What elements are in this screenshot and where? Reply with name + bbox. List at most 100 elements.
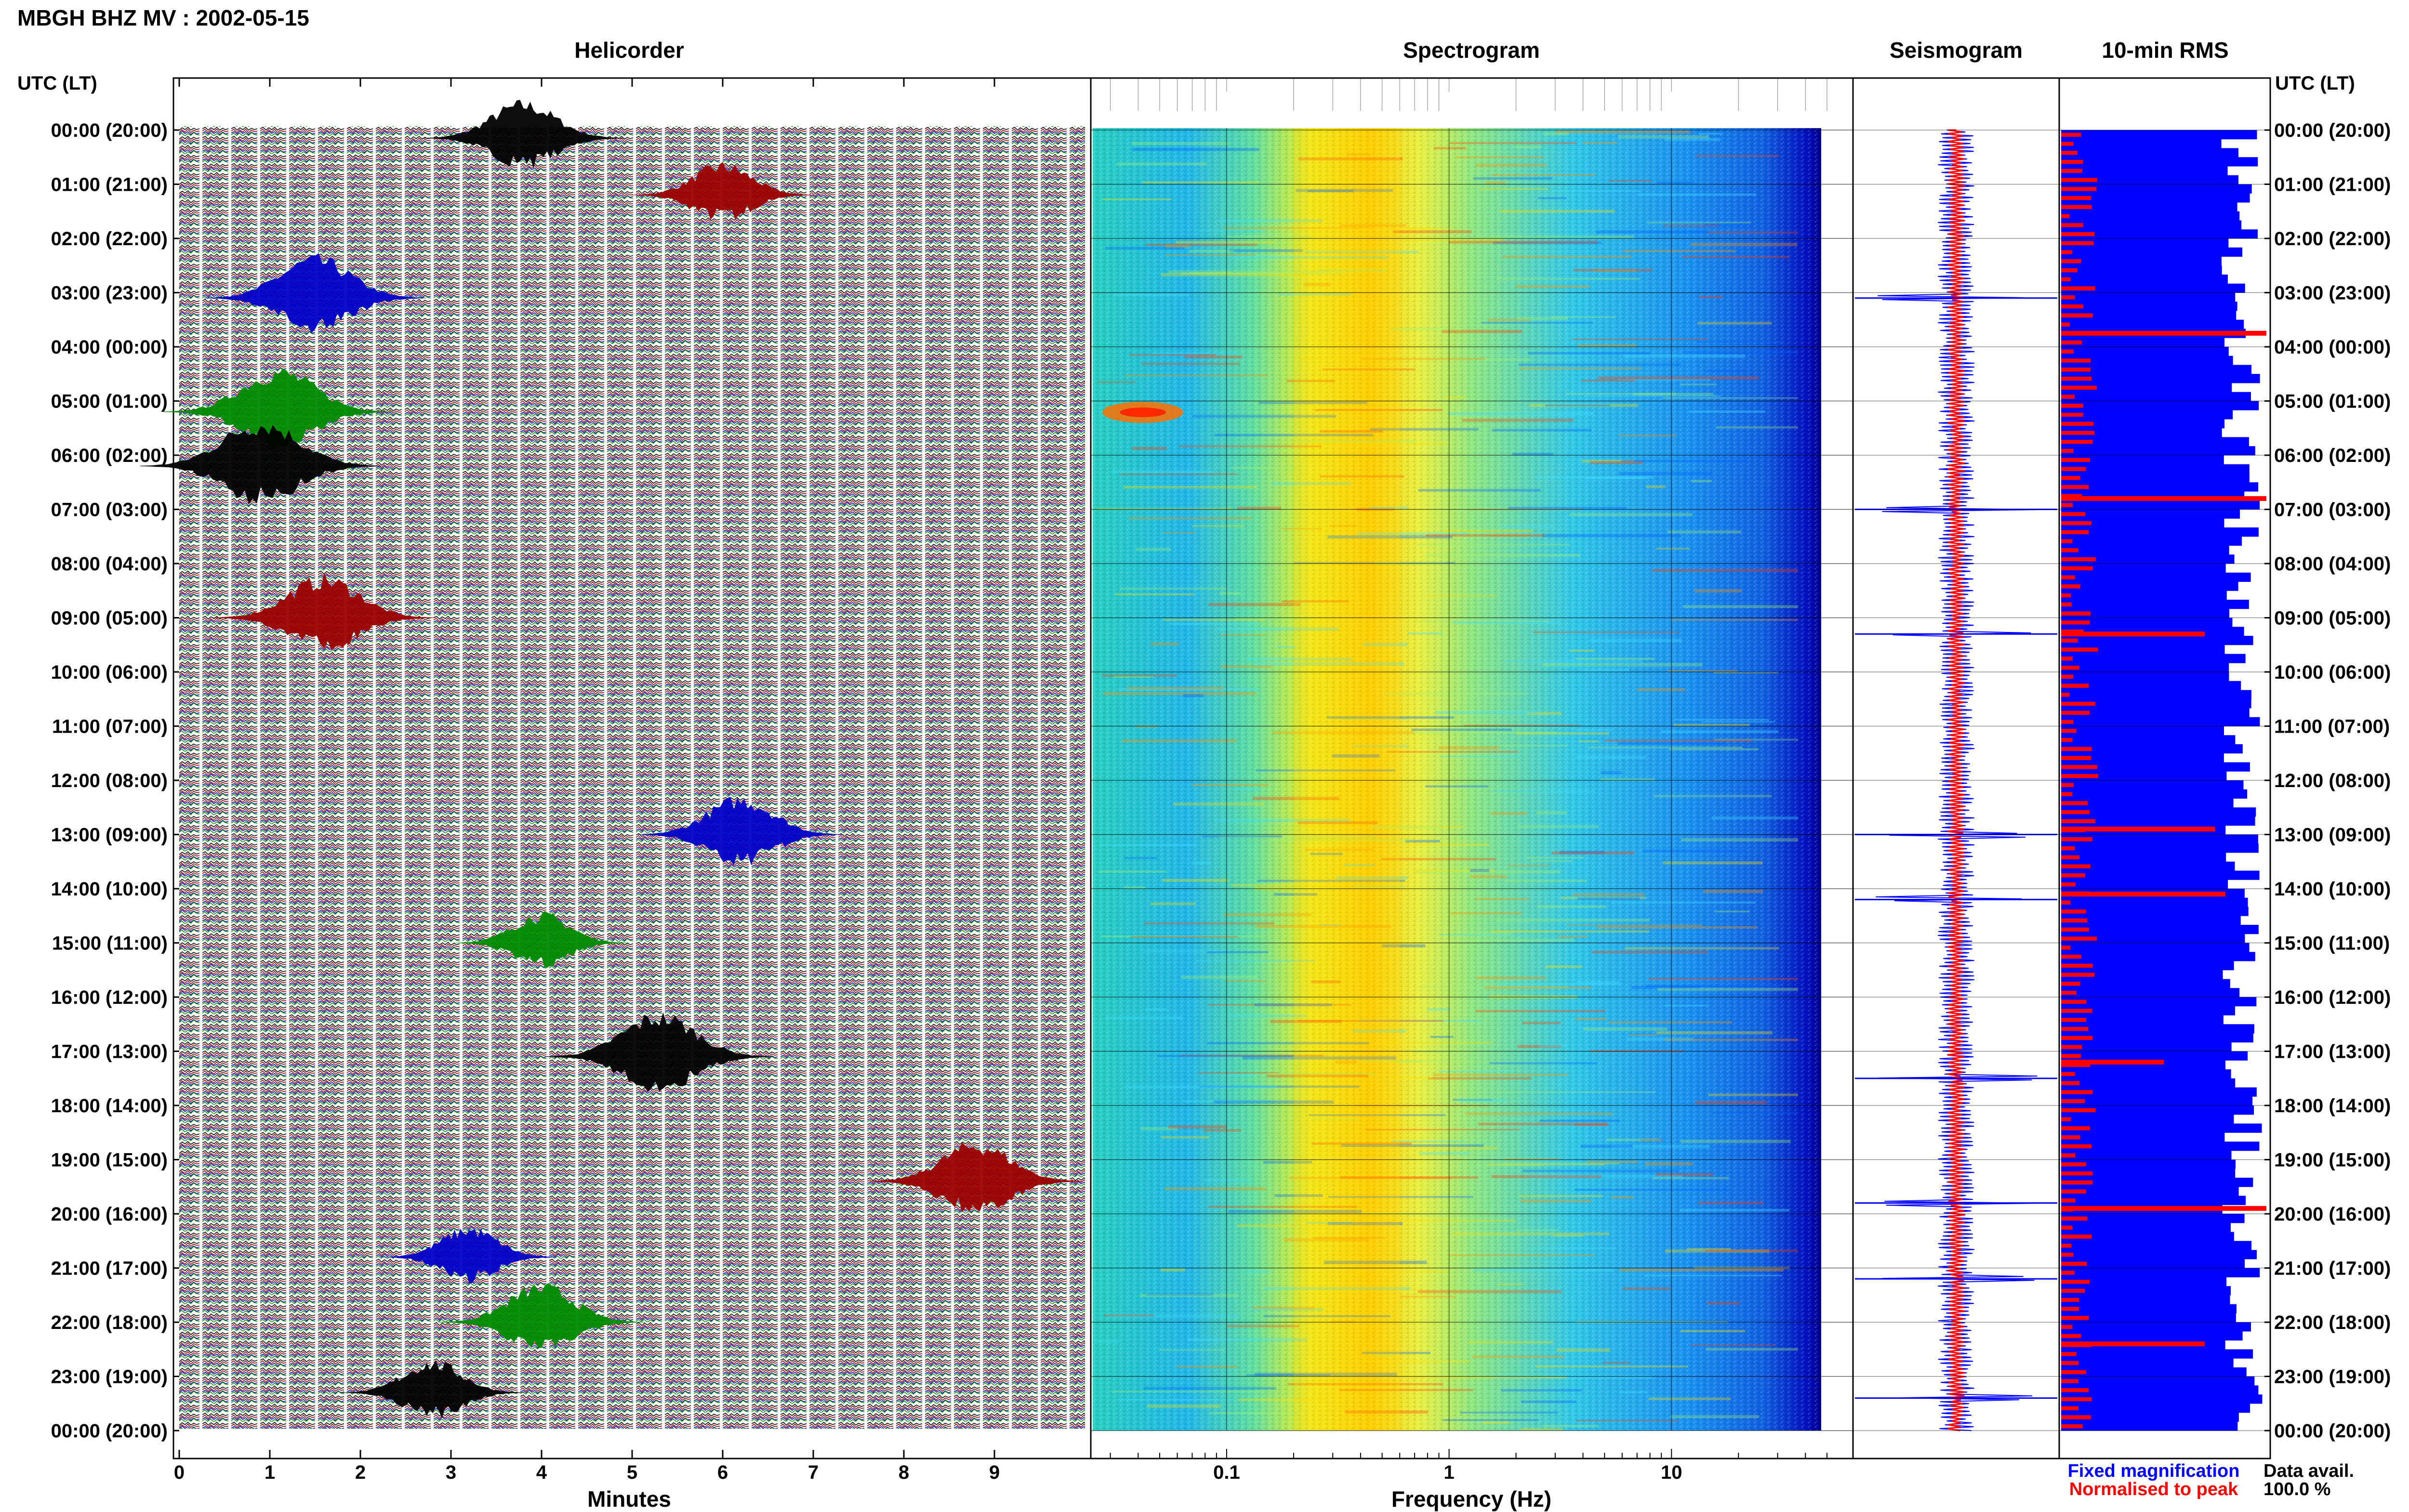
- spectrogram-streak: [1649, 1397, 1731, 1400]
- spectrogram-streak: [1474, 898, 1530, 900]
- spectrogram-streak: [1107, 1314, 1240, 1317]
- spectrogram-streak: [1556, 1348, 1610, 1352]
- helicorder-tick-label: 8: [899, 1462, 909, 1483]
- spectrogram-streak: [1575, 729, 1613, 731]
- rms-fixed-bar: [2061, 717, 2260, 726]
- rms-fixed-bar: [2061, 1214, 2245, 1223]
- spectrogram-streak: [1588, 747, 1743, 749]
- spectrogram-streak: [1181, 273, 1345, 275]
- rms-normalised-bar: [2061, 710, 2090, 715]
- spectrogram-streak: [1111, 470, 1214, 473]
- spectrogram-streak: [1141, 363, 1240, 365]
- spectrogram-streak: [1199, 1085, 1360, 1088]
- spectrogram-streak: [1327, 535, 1453, 539]
- spectrogram-streak: [1618, 434, 1677, 437]
- spectrogram-streak: [1347, 153, 1371, 156]
- time-label-left: 20:00 (16:00): [51, 1204, 168, 1225]
- spectrogram-streak: [1320, 475, 1404, 478]
- rms-normalised-bar: [2061, 494, 2082, 499]
- rms-normalised-bar: [2061, 665, 2079, 670]
- rms-fixed-bar: [2061, 618, 2233, 627]
- rms-normalised-bar: [2061, 476, 2080, 480]
- spectrogram-streak: [1521, 1428, 1563, 1431]
- rms-normalised-bar: [2061, 1180, 2093, 1185]
- spectrogram-streak: [1714, 738, 1798, 741]
- spectrogram-streak: [1462, 419, 1574, 422]
- spectrogram-streak: [1132, 447, 1167, 450]
- spectrogram-streak: [1254, 1003, 1332, 1007]
- spectrogram-streak: [1326, 716, 1454, 719]
- spectrogram-streak: [1250, 1308, 1324, 1311]
- spectrogram-streak: [1514, 145, 1541, 149]
- spectrogram-streak: [1132, 147, 1259, 151]
- page-title: MBGH BHZ MV : 2002-05-15: [17, 5, 309, 30]
- spectrogram-streak: [1170, 622, 1259, 625]
- spectrogram-streak: [1191, 861, 1212, 865]
- rms-fixed-bar: [2061, 1349, 2253, 1359]
- time-label-left: 01:00 (21:00): [51, 174, 168, 196]
- rms-fixed-bar: [2061, 392, 2251, 401]
- spectrogram-streak: [1320, 430, 1383, 433]
- rms-normalised-bar: [2061, 521, 2091, 526]
- spectrogram-streak: [1489, 535, 1529, 537]
- rms-fixed-bar: [2061, 338, 2225, 347]
- rms-fixed-bar: [2061, 545, 2229, 555]
- rms-normalised-bar: [2061, 864, 2091, 868]
- rms-normalised-bar: [2061, 602, 2072, 607]
- spectrogram-streak: [1425, 553, 1580, 557]
- spectrogram-streak: [1314, 1236, 1386, 1239]
- rms-fixed-bar: [2061, 591, 2227, 600]
- spectrogram-streak: [1453, 1232, 1610, 1236]
- spectrogram-streak: [1655, 548, 1690, 550]
- rms-peak-bar: [2061, 1206, 2266, 1211]
- spectrogram-streak: [1190, 272, 1231, 274]
- spectrogram-streak: [1667, 530, 1742, 534]
- spectrogram-streak: [1601, 771, 1622, 775]
- rms-normalised-bar: [2061, 1144, 2091, 1149]
- rms-fixed-bar: [2061, 636, 2253, 645]
- spectrogram-streak: [1681, 256, 1789, 258]
- time-label-right: 21:00 (17:00): [2274, 1258, 2391, 1279]
- rms-fixed-bar: [2061, 1169, 2236, 1178]
- rms-normalised-bar: [2061, 250, 2072, 254]
- spectrogram-streak: [1520, 1199, 1592, 1203]
- spectrogram-streak: [1482, 1421, 1510, 1424]
- spectrogram-streak: [1575, 755, 1646, 759]
- spectrogram-streak: [1484, 986, 1591, 989]
- time-label-right: 13:00 (09:00): [2274, 825, 2391, 846]
- rms-fixed-bar: [2061, 943, 2250, 952]
- spectrogram-streak: [1586, 477, 1645, 479]
- spectrogram-streak: [1706, 1348, 1798, 1351]
- rms-fixed-bar: [2061, 735, 2236, 745]
- spectrogram-streak: [1517, 1045, 1562, 1048]
- spectrogram-streak: [1576, 981, 1619, 983]
- spectrogram-streak: [1329, 525, 1357, 527]
- rms-fixed-bar: [2061, 1150, 2232, 1160]
- spectrogram-streak: [1582, 142, 1617, 144]
- spectrogram-streak: [1529, 404, 1639, 407]
- spectrogram-streak: [1515, 285, 1590, 289]
- spectrogram-streak: [1412, 1050, 1473, 1053]
- spectrogram-streak: [1711, 816, 1798, 820]
- rms-fixed-bar: [2061, 1241, 2252, 1250]
- rms-normalised-bar: [2061, 1198, 2076, 1203]
- spectrogram-streak: [1282, 528, 1322, 530]
- spectrogram-streak: [1541, 663, 1703, 667]
- rms-normalised-bar: [2061, 448, 2074, 453]
- rms-fixed-bar: [2061, 1186, 2239, 1196]
- spectrogram-streak: [1099, 870, 1167, 873]
- rms-fixed-bar: [2061, 807, 2256, 817]
- data-availability-value: 100.0 %: [2263, 1479, 2330, 1499]
- rms-normalised-bar: [2061, 557, 2096, 562]
- rms-peak-bar: [2061, 496, 2266, 501]
- rms-fixed-bar: [2061, 663, 2229, 672]
- rms-normalised-bar: [2061, 358, 2091, 363]
- helicorder-event: [869, 1142, 1084, 1213]
- spectrogram-streak: [1581, 380, 1635, 382]
- rms-normalised-bar: [2061, 566, 2093, 571]
- spectrogram-streak: [1202, 835, 1283, 838]
- rms-fixed-bar: [2061, 581, 2238, 591]
- rms-fixed-bar: [2061, 166, 2228, 176]
- spectrogram-streak: [1188, 1338, 1308, 1341]
- spectrogram-streak: [1344, 864, 1375, 867]
